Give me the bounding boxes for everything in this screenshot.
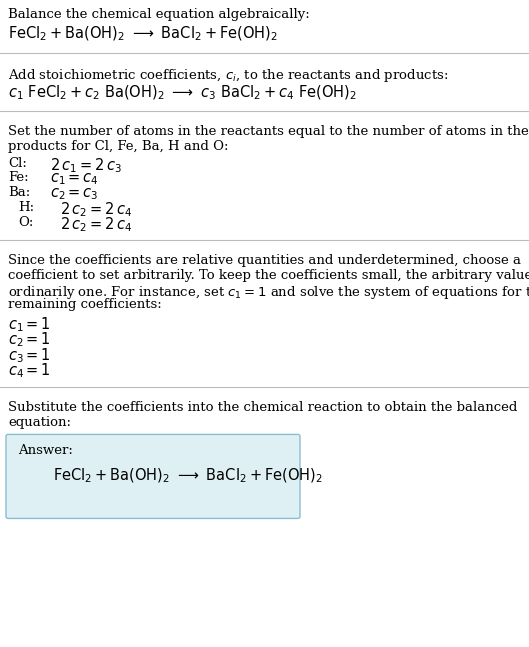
Text: Substitute the coefficients into the chemical reaction to obtain the balanced: Substitute the coefficients into the che… — [8, 401, 517, 414]
Text: $c_2 = 1$: $c_2 = 1$ — [8, 331, 51, 349]
Text: Add stoichiometric coefficients, $c_i$, to the reactants and products:: Add stoichiometric coefficients, $c_i$, … — [8, 67, 449, 83]
Text: $2\,c_1 = 2\,c_3$: $2\,c_1 = 2\,c_3$ — [50, 157, 122, 175]
Text: Fe:: Fe: — [8, 171, 29, 184]
Text: $c_1 = c_4$: $c_1 = c_4$ — [50, 171, 99, 187]
Text: $c_2 = c_3$: $c_2 = c_3$ — [50, 186, 98, 202]
Text: O:: O: — [18, 215, 33, 228]
Text: Since the coefficients are relative quantities and underdetermined, choose a: Since the coefficients are relative quan… — [8, 254, 521, 267]
Text: remaining coefficients:: remaining coefficients: — [8, 298, 162, 311]
Text: Cl:: Cl: — [8, 157, 27, 170]
Text: Ba:: Ba: — [8, 186, 30, 199]
Text: products for Cl, Fe, Ba, H and O:: products for Cl, Fe, Ba, H and O: — [8, 140, 229, 153]
Text: Balance the chemical equation algebraically:: Balance the chemical equation algebraica… — [8, 8, 310, 21]
Text: ordinarily one. For instance, set $c_1 = 1$ and solve the system of equations fo: ordinarily one. For instance, set $c_1 =… — [8, 283, 529, 301]
FancyBboxPatch shape — [6, 434, 300, 518]
Text: $c_1\ \mathrm{FeCl_2} + c_2\ \mathrm{Ba(OH)_2} \ \longrightarrow \ c_3\ \mathrm{: $c_1\ \mathrm{FeCl_2} + c_2\ \mathrm{Ba(… — [8, 83, 357, 102]
Text: $\mathrm{FeCl_2 + Ba(OH)_2 \ \longrightarrow \ BaCl_2 + Fe(OH)_2}$: $\mathrm{FeCl_2 + Ba(OH)_2 \ \longrighta… — [8, 25, 278, 43]
Text: equation:: equation: — [8, 415, 71, 429]
Text: $2\,c_2 = 2\,c_4$: $2\,c_2 = 2\,c_4$ — [60, 201, 132, 219]
Text: coefficient to set arbitrarily. To keep the coefficients small, the arbitrary va: coefficient to set arbitrarily. To keep … — [8, 269, 529, 282]
Text: $\mathrm{FeCl_2 + Ba(OH)_2 \ \longrightarrow \ BaCl_2 + Fe(OH)_2}$: $\mathrm{FeCl_2 + Ba(OH)_2 \ \longrighta… — [53, 466, 323, 485]
Text: $c_3 = 1$: $c_3 = 1$ — [8, 346, 51, 365]
Text: Set the number of atoms in the reactants equal to the number of atoms in the: Set the number of atoms in the reactants… — [8, 125, 529, 138]
Text: H:: H: — [18, 201, 34, 214]
Text: $2\,c_2 = 2\,c_4$: $2\,c_2 = 2\,c_4$ — [60, 215, 132, 234]
Text: $c_4 = 1$: $c_4 = 1$ — [8, 362, 51, 380]
Text: $c_1 = 1$: $c_1 = 1$ — [8, 315, 51, 334]
Text: Answer:: Answer: — [18, 444, 73, 457]
